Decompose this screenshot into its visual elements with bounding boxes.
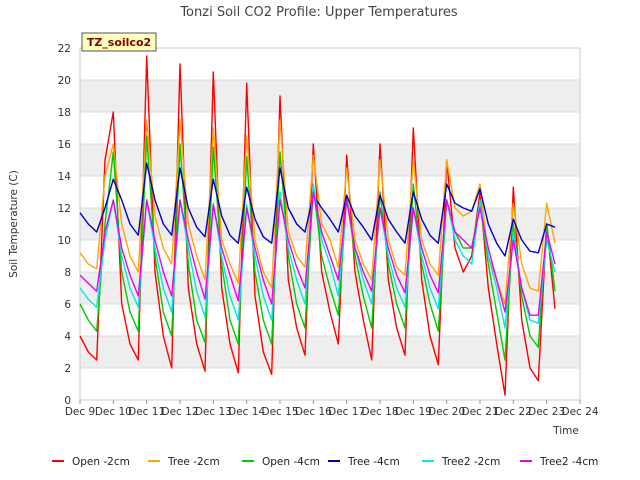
x-tick-label: Dec 13: [195, 406, 232, 418]
site-tag: TZ_soilco2: [81, 32, 157, 52]
y-tick-label: 8: [64, 267, 71, 279]
legend-label: Tree2 -4cm: [539, 456, 598, 468]
series-line-tree2-4cm: [79, 191, 556, 316]
series-line-tree-4cm: [79, 162, 556, 257]
x-tick-label: Dec 11: [128, 406, 165, 418]
series-line-tree-2cm: [79, 119, 556, 305]
x-tick-label: Dec 14: [228, 406, 265, 418]
y-tick-label: 16: [58, 139, 72, 151]
legend-label: Open -2cm: [72, 456, 130, 468]
y-tick-label: 2: [64, 363, 71, 375]
y-tick-label: 10: [58, 235, 71, 247]
x-axis-label: Time: [552, 425, 579, 437]
x-tick-label: Dec 17: [328, 406, 365, 418]
legend-label: Tree2 -2cm: [441, 456, 500, 468]
legend-label: Tree -2cm: [167, 456, 220, 468]
grid-band: [80, 144, 580, 176]
x-tick-label: Dec 10: [95, 406, 132, 418]
x-tick-label: Dec 24: [561, 406, 598, 418]
y-tick-label: 0: [64, 395, 71, 407]
y-tick-label: 14: [58, 171, 72, 183]
x-tick-label: Dec 23: [528, 406, 565, 418]
y-tick-label: 12: [58, 203, 71, 215]
grid-band: [80, 80, 580, 112]
y-tick-label: 6: [64, 299, 71, 311]
x-tick-label: Dec 9: [65, 406, 95, 418]
x-tick-label: Dec 20: [428, 406, 465, 418]
x-tick-label: Dec 16: [295, 406, 332, 418]
legend-label: Open -4cm: [262, 456, 320, 468]
y-tick-label: 22: [58, 43, 71, 55]
x-tick-label: Dec 18: [361, 406, 398, 418]
site-tag-label: TZ_soilco2: [87, 36, 151, 49]
x-tick-label: Dec 12: [161, 406, 198, 418]
y-tick-label: 4: [64, 331, 71, 343]
x-tick-label: Dec 15: [261, 406, 298, 418]
y-tick-label: 20: [58, 75, 71, 87]
legend: Open -2cm Tree -2cm Open -4cm Tree -4cm Tree…: [52, 456, 598, 468]
legend-label: Tree -4cm: [347, 456, 400, 468]
chart-title: Tonzi Soil CO2 Profile: Upper Temperatur…: [179, 5, 458, 20]
y-axis-label: Soil Temperature (C): [8, 170, 20, 278]
x-tick-label: Dec 21: [461, 406, 498, 418]
plot-frame: [79, 47, 581, 401]
x-tick-label: Dec 19: [395, 406, 432, 418]
x-tick-label: Dec 22: [495, 406, 532, 418]
y-tick-label: 18: [58, 107, 71, 119]
